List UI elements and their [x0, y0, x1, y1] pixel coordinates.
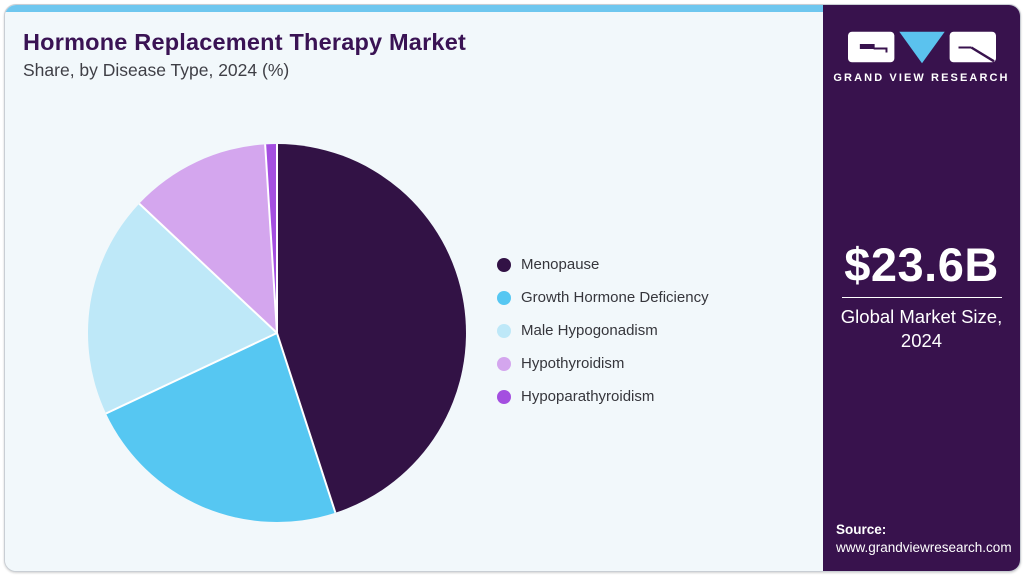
legend-swatch-icon [497, 389, 511, 404]
legend-item: Menopause [497, 256, 709, 273]
gvr-logo: GRAND VIEW RESEARCH [823, 31, 1020, 84]
pie-slice-menopause [277, 144, 466, 513]
legend-item: Hypothyroidism [497, 355, 709, 372]
legend-item: Hypoparathyroidism [497, 388, 709, 405]
legend-swatch-icon [497, 257, 511, 272]
infographic-card: Hormone Replacement Therapy Market Share… [4, 4, 1021, 572]
source-label: Source: [836, 521, 887, 537]
legend-swatch-icon [497, 290, 511, 305]
sidebar: GRAND VIEW RESEARCH $23.6B Global Market… [823, 5, 1020, 571]
pie-chart [88, 144, 466, 522]
legend-label: Growth Hormone Deficiency [521, 289, 709, 306]
gvr-logo-text: GRAND VIEW RESEARCH [833, 72, 1010, 84]
pie-slice-male-hypogonadism [88, 203, 277, 414]
market-size-caption: Global Market Size, 2024 [840, 306, 1003, 352]
market-size-divider [841, 297, 1002, 298]
pie-slice-separator [105, 332, 278, 415]
legend-label: Hypothyroidism [521, 355, 625, 372]
pie-slice-growth-hormone-deficiency [105, 333, 336, 522]
source-url[interactable]: www.grandviewresearch.com [836, 539, 1012, 555]
legend-swatch-icon [497, 323, 511, 338]
page-title: Hormone Replacement Therapy Market [23, 29, 466, 55]
chart-panel: Hormone Replacement Therapy Market Share… [5, 5, 823, 571]
pie-slice-hypothyroidism [139, 144, 277, 333]
gvr-logo-icon [847, 31, 996, 64]
pie-slice-separator [276, 332, 337, 514]
legend-item: Male Hypogonadism [497, 322, 709, 339]
market-size-value: $23.6B [844, 238, 999, 291]
legend-label: Male Hypogonadism [521, 322, 658, 339]
legend-label: Hypoparathyroidism [521, 388, 655, 405]
logo-triangle-icon [898, 31, 945, 64]
legend-swatch-icon [497, 356, 511, 371]
legend-item: Growth Hormone Deficiency [497, 289, 709, 306]
legend: Menopause Growth Hormone Deficiency Male H… [497, 256, 709, 422]
market-size-block: $23.6B Global Market Size, 2024 [823, 241, 1020, 353]
pie-slice-separator [264, 144, 278, 334]
page-subtitle: Share, by Disease Type, 2024 (%) [23, 60, 290, 80]
source-block: Source: www.grandviewresearch.com [836, 521, 1012, 557]
pie-slice-separator [138, 202, 278, 334]
legend-label: Menopause [521, 256, 600, 273]
accent-bar [5, 5, 823, 12]
